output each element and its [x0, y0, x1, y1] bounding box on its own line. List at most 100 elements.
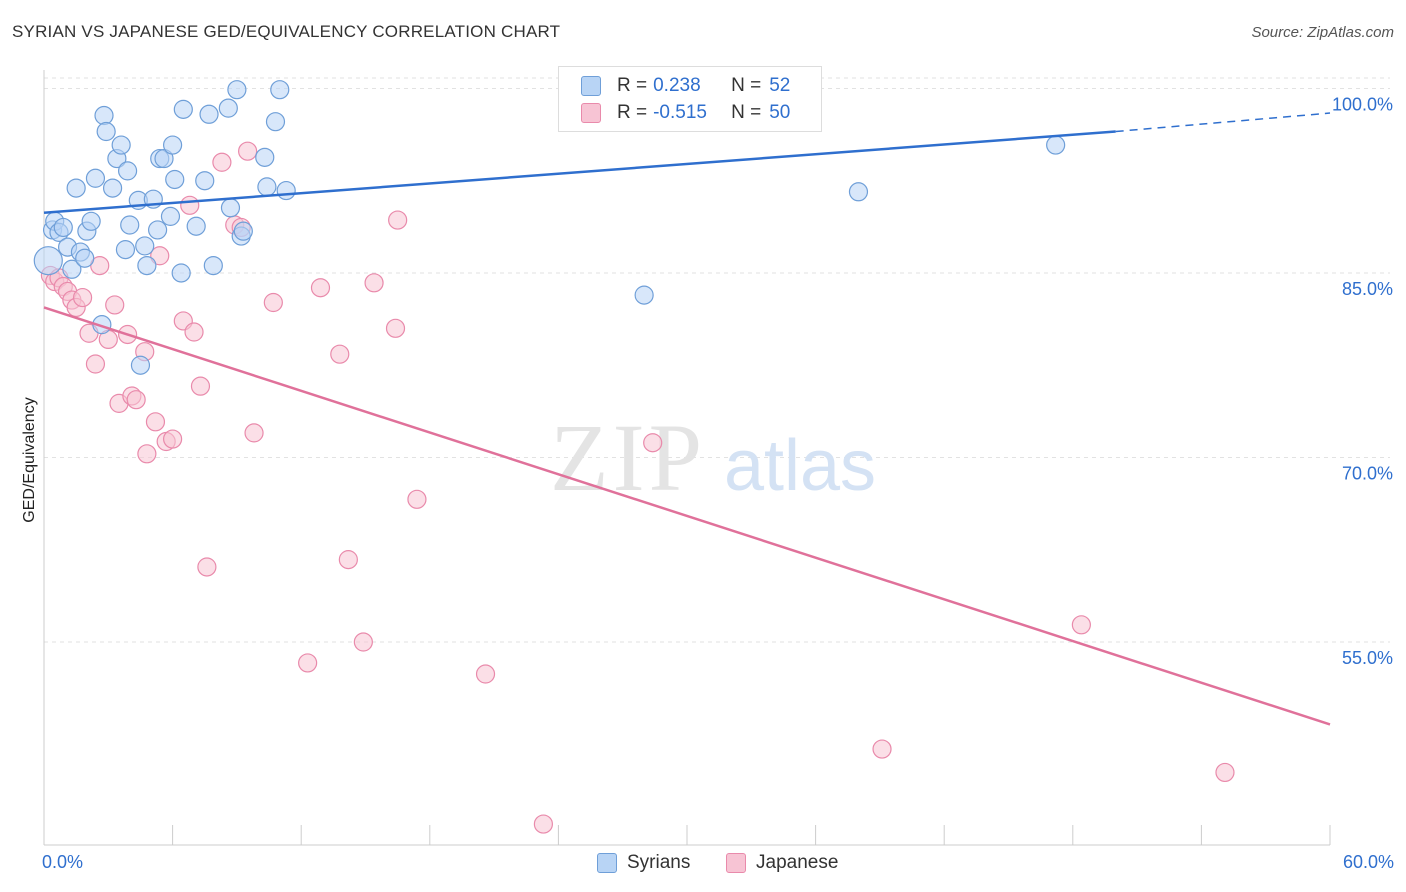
syrian-point [163, 135, 183, 155]
x-tick-label-min: 0.0% [42, 852, 84, 872]
axes [43, 70, 1331, 846]
japanese-point [1215, 762, 1235, 783]
japanese-point [150, 246, 170, 266]
japanese-point [163, 429, 183, 449]
syrians-r-value: 0.238 [653, 75, 701, 96]
japanese-point [385, 318, 406, 338]
syrian-point [33, 246, 63, 276]
japanese-points [40, 78, 1235, 834]
japanese-point [643, 433, 663, 453]
syrians-n-value: 52 [769, 75, 791, 96]
japanese-point [238, 141, 258, 161]
japanese-trend-line [43, 306, 1331, 726]
syrian-point [75, 248, 95, 268]
japanese-n-value: 50 [769, 102, 791, 123]
watermark-zip: ZIP [550, 404, 706, 511]
syrian-point [255, 147, 275, 167]
syrian-point [257, 177, 277, 197]
japanese-point [137, 444, 157, 464]
japanese-point [353, 632, 373, 652]
syrian-point [81, 211, 101, 231]
chart-title: SYRIAN VS JAPANESE GED/EQUIVALENCY CORRE… [12, 22, 561, 41]
y-tick-label: 55.0% [1342, 648, 1393, 668]
syrians-legend-swatch [597, 853, 617, 873]
syrian-point [111, 135, 131, 155]
japanese-point [105, 295, 125, 315]
japanese-point [1071, 615, 1091, 635]
syrian-point [115, 240, 136, 260]
japanese-point [533, 814, 553, 834]
x-tick-label-max: 60.0% [1342, 852, 1394, 872]
japanese-point [330, 344, 350, 364]
syrian-point [66, 178, 86, 198]
y-tick-label: 100.0% [1332, 94, 1393, 114]
syrian-point [195, 171, 215, 191]
syrian-point [233, 221, 253, 241]
legend-row-syrians: R = 0.238 N = 52 [581, 74, 790, 98]
japanese-point [388, 210, 408, 230]
japanese-point [184, 322, 204, 342]
syrian-point [130, 355, 151, 375]
japanese-point [310, 278, 331, 298]
japanese-point [244, 423, 264, 443]
syrian-point [94, 105, 114, 126]
y-tick-labels: 55.0% 70.0% 85.0% 100.0% [1332, 94, 1393, 668]
japanese-r-value: -0.515 [653, 102, 707, 123]
syrian-point [171, 263, 191, 283]
syrian-point [154, 148, 174, 169]
syrian-point [199, 104, 219, 124]
syrian-point [173, 99, 193, 119]
syrian-point [634, 285, 654, 305]
japanese-point [872, 739, 892, 759]
y-tick-label: 85.0% [1342, 279, 1393, 299]
syrian-point [117, 161, 138, 181]
syrian-point [218, 98, 238, 118]
syrian-point [848, 182, 869, 202]
japanese-point [407, 489, 427, 509]
legend-item-japanese: Japanese [726, 852, 838, 874]
syrian-point [53, 217, 73, 238]
n-label: N = [731, 102, 762, 123]
syrian-point [220, 198, 241, 218]
syrians-trend-extension [1115, 112, 1331, 133]
syrian-point [137, 255, 157, 276]
legend-row-japanese: R = -0.515 N = 50 [581, 101, 790, 125]
r-label: R = [617, 75, 648, 96]
japanese-point [126, 390, 146, 410]
correlation-legend: R = 0.238 N = 52 R = -0.515 N = 50 [558, 66, 822, 132]
syrian-point [92, 315, 112, 335]
syrian-point [135, 236, 155, 256]
syrian-point [186, 216, 206, 236]
series-legend: Syrians Japanese [0, 852, 1406, 878]
syrian-point [96, 121, 116, 142]
syrian-point [120, 215, 140, 235]
japanese-point [145, 412, 166, 432]
watermark: ZIP atlas [550, 404, 876, 511]
syrian-point [265, 112, 286, 132]
syrian-point [165, 169, 185, 190]
japanese-point [475, 664, 496, 684]
source-label: Source: ZipAtlas.com [1251, 24, 1394, 41]
syrian-point [85, 168, 106, 188]
syrian-point [102, 178, 123, 198]
japanese-point [263, 292, 283, 313]
legend-item-syrians: Syrians [597, 852, 690, 874]
syrian-point [227, 80, 247, 100]
japanese-point [212, 152, 232, 172]
japanese-legend-swatch [726, 853, 746, 873]
n-label: N = [731, 75, 762, 96]
syrian-point [1046, 135, 1066, 155]
watermark-atlas: atlas [724, 426, 876, 506]
y-tick-label: 70.0% [1342, 464, 1393, 484]
syrian-point [160, 206, 181, 226]
japanese-point [190, 376, 211, 396]
syrians-trend-line [43, 130, 1116, 214]
syrians-swatch [581, 76, 601, 96]
r-label: R = [617, 102, 648, 123]
japanese-point [298, 653, 318, 673]
japanese-point [72, 287, 93, 308]
syrian-point [276, 180, 296, 201]
japanese-point [338, 550, 358, 570]
japanese-point [364, 273, 384, 293]
